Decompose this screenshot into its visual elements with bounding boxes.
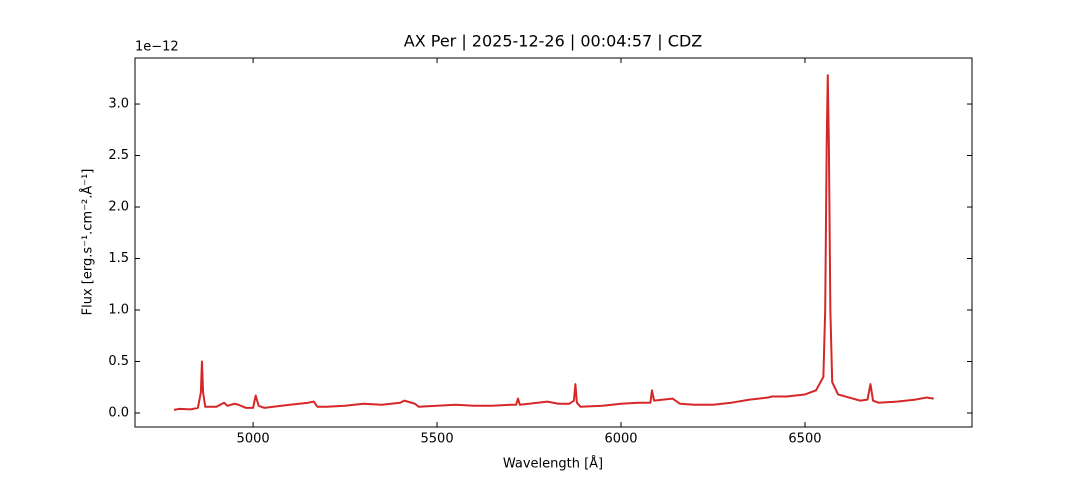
x-tick-label: 5000 bbox=[237, 432, 270, 447]
y-tick-label: 0.5 bbox=[108, 354, 129, 369]
spectrum-line bbox=[173, 74, 934, 411]
x-tick-label: 6500 bbox=[788, 432, 821, 447]
y-tick-label: 2.5 bbox=[108, 148, 129, 163]
y-offset-label: 1e−12 bbox=[135, 40, 179, 55]
y-tick-label: 3.0 bbox=[108, 97, 129, 112]
chart-title: AX Per | 2025-12-26 | 00:04:57 | CDZ bbox=[404, 32, 703, 51]
y-tick-label: 1.5 bbox=[108, 251, 129, 266]
y-tick-label: 0.0 bbox=[108, 405, 129, 420]
y-axis-label: Flux [erg.s⁻¹.cm⁻².Å⁻¹] bbox=[80, 169, 96, 316]
y-tick-label: 2.0 bbox=[108, 200, 129, 215]
x-axis-label: Wavelength [Å] bbox=[503, 456, 603, 472]
x-tick-label: 6000 bbox=[604, 432, 637, 447]
x-tick-label: 5500 bbox=[421, 432, 454, 447]
plot-frame bbox=[134, 57, 973, 428]
y-tick-label: 1.0 bbox=[108, 303, 129, 318]
